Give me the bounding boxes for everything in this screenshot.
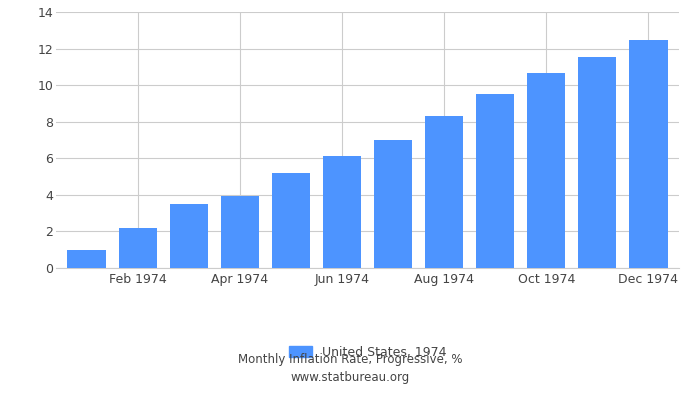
Text: www.statbureau.org: www.statbureau.org bbox=[290, 372, 410, 384]
Bar bbox=[476, 94, 514, 268]
Text: Monthly Inflation Rate, Progressive, %: Monthly Inflation Rate, Progressive, % bbox=[238, 354, 462, 366]
Bar bbox=[374, 140, 412, 268]
Bar bbox=[169, 204, 208, 268]
Legend: United States, 1974: United States, 1974 bbox=[289, 346, 446, 359]
Bar bbox=[67, 250, 106, 268]
Bar bbox=[578, 57, 617, 268]
Bar bbox=[118, 228, 157, 268]
Bar bbox=[425, 116, 463, 268]
Bar bbox=[527, 73, 566, 268]
Bar bbox=[272, 173, 310, 268]
Bar bbox=[220, 196, 259, 268]
Bar bbox=[629, 40, 668, 268]
Bar bbox=[323, 156, 361, 268]
